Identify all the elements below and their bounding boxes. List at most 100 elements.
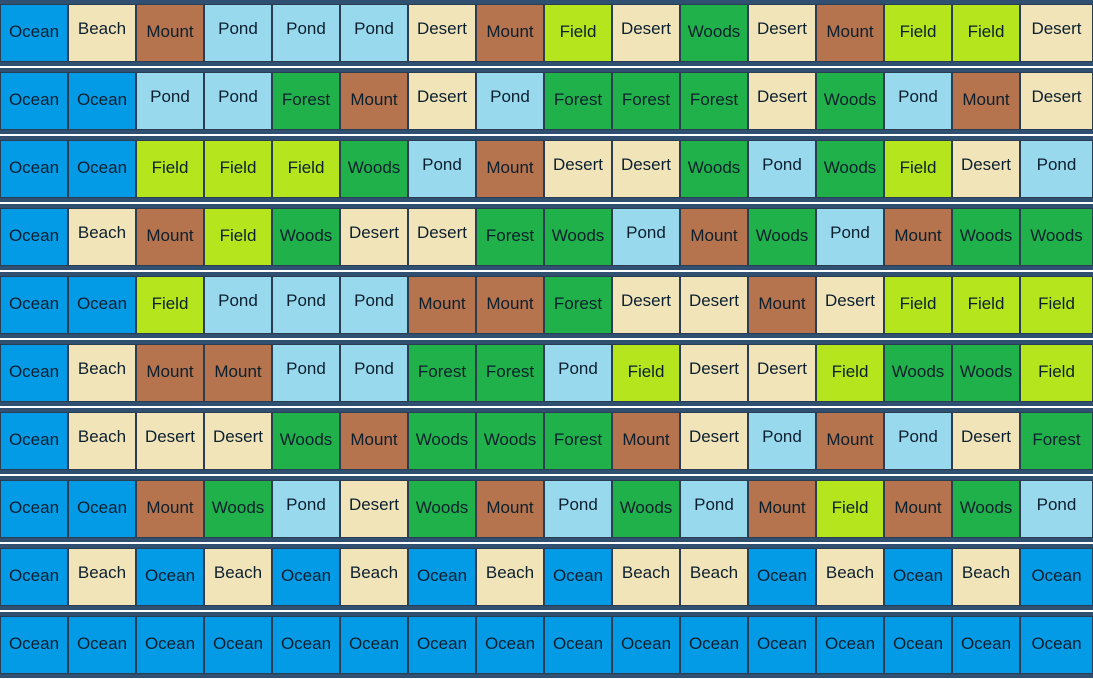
terrain-tile-pond[interactable]: Pond bbox=[136, 72, 204, 130]
terrain-tile-woods[interactable]: Woods bbox=[952, 480, 1020, 538]
terrain-tile-desert[interactable]: Desert bbox=[1020, 72, 1093, 130]
terrain-tile-forest[interactable]: Forest bbox=[476, 208, 544, 266]
terrain-tile-pond[interactable]: Pond bbox=[340, 344, 408, 402]
terrain-tile-ocean[interactable]: Ocean bbox=[68, 616, 136, 674]
terrain-tile-field[interactable]: Field bbox=[884, 4, 952, 62]
terrain-tile-ocean[interactable]: Ocean bbox=[136, 548, 204, 606]
terrain-tile-woods[interactable]: Woods bbox=[544, 208, 612, 266]
terrain-tile-forest[interactable]: Forest bbox=[544, 276, 612, 334]
terrain-tile-ocean[interactable]: Ocean bbox=[612, 616, 680, 674]
terrain-tile-beach[interactable]: Beach bbox=[816, 548, 884, 606]
terrain-tile-desert[interactable]: Desert bbox=[952, 140, 1020, 198]
terrain-tile-ocean[interactable]: Ocean bbox=[1020, 616, 1093, 674]
terrain-tile-ocean[interactable]: Ocean bbox=[204, 616, 272, 674]
terrain-tile-field[interactable]: Field bbox=[884, 140, 952, 198]
terrain-tile-pond[interactable]: Pond bbox=[476, 72, 544, 130]
terrain-tile-ocean[interactable]: Ocean bbox=[408, 616, 476, 674]
terrain-tile-ocean[interactable]: Ocean bbox=[0, 480, 68, 538]
terrain-tile-pond[interactable]: Pond bbox=[884, 412, 952, 470]
terrain-tile-desert[interactable]: Desert bbox=[748, 344, 816, 402]
terrain-tile-woods[interactable]: Woods bbox=[272, 412, 340, 470]
terrain-tile-desert[interactable]: Desert bbox=[408, 4, 476, 62]
terrain-tile-field[interactable]: Field bbox=[204, 208, 272, 266]
terrain-tile-pond[interactable]: Pond bbox=[272, 480, 340, 538]
terrain-tile-mount[interactable]: Mount bbox=[136, 208, 204, 266]
terrain-tile-ocean[interactable]: Ocean bbox=[0, 208, 68, 266]
terrain-tile-field[interactable]: Field bbox=[1020, 344, 1093, 402]
terrain-tile-woods[interactable]: Woods bbox=[408, 480, 476, 538]
terrain-tile-forest[interactable]: Forest bbox=[544, 72, 612, 130]
terrain-tile-desert[interactable]: Desert bbox=[340, 480, 408, 538]
terrain-tile-ocean[interactable]: Ocean bbox=[0, 276, 68, 334]
terrain-tile-forest[interactable]: Forest bbox=[680, 72, 748, 130]
terrain-tile-ocean[interactable]: Ocean bbox=[68, 276, 136, 334]
terrain-tile-pond[interactable]: Pond bbox=[748, 140, 816, 198]
terrain-tile-woods[interactable]: Woods bbox=[612, 480, 680, 538]
terrain-tile-desert[interactable]: Desert bbox=[136, 412, 204, 470]
terrain-tile-woods[interactable]: Woods bbox=[952, 344, 1020, 402]
terrain-tile-woods[interactable]: Woods bbox=[204, 480, 272, 538]
terrain-tile-pond[interactable]: Pond bbox=[272, 4, 340, 62]
terrain-tile-desert[interactable]: Desert bbox=[612, 140, 680, 198]
terrain-tile-field[interactable]: Field bbox=[884, 276, 952, 334]
terrain-tile-forest[interactable]: Forest bbox=[272, 72, 340, 130]
terrain-tile-mount[interactable]: Mount bbox=[612, 412, 680, 470]
terrain-tile-desert[interactable]: Desert bbox=[816, 276, 884, 334]
terrain-tile-pond[interactable]: Pond bbox=[612, 208, 680, 266]
terrain-tile-mount[interactable]: Mount bbox=[204, 344, 272, 402]
terrain-tile-desert[interactable]: Desert bbox=[748, 72, 816, 130]
terrain-tile-pond[interactable]: Pond bbox=[544, 344, 612, 402]
terrain-tile-field[interactable]: Field bbox=[204, 140, 272, 198]
terrain-tile-beach[interactable]: Beach bbox=[68, 344, 136, 402]
terrain-tile-field[interactable]: Field bbox=[272, 140, 340, 198]
terrain-tile-pond[interactable]: Pond bbox=[204, 4, 272, 62]
terrain-tile-field[interactable]: Field bbox=[816, 344, 884, 402]
terrain-tile-mount[interactable]: Mount bbox=[136, 344, 204, 402]
terrain-tile-woods[interactable]: Woods bbox=[816, 140, 884, 198]
terrain-tile-pond[interactable]: Pond bbox=[340, 4, 408, 62]
terrain-tile-desert[interactable]: Desert bbox=[408, 208, 476, 266]
terrain-tile-pond[interactable]: Pond bbox=[1020, 140, 1093, 198]
terrain-tile-pond[interactable]: Pond bbox=[272, 276, 340, 334]
terrain-tile-ocean[interactable]: Ocean bbox=[816, 616, 884, 674]
terrain-tile-desert[interactable]: Desert bbox=[340, 208, 408, 266]
terrain-tile-woods[interactable]: Woods bbox=[680, 4, 748, 62]
terrain-tile-mount[interactable]: Mount bbox=[748, 480, 816, 538]
terrain-tile-forest[interactable]: Forest bbox=[612, 72, 680, 130]
terrain-tile-ocean[interactable]: Ocean bbox=[0, 140, 68, 198]
terrain-tile-mount[interactable]: Mount bbox=[340, 72, 408, 130]
terrain-tile-woods[interactable]: Woods bbox=[340, 140, 408, 198]
terrain-tile-mount[interactable]: Mount bbox=[408, 276, 476, 334]
terrain-tile-ocean[interactable]: Ocean bbox=[0, 548, 68, 606]
terrain-tile-mount[interactable]: Mount bbox=[476, 4, 544, 62]
terrain-tile-ocean[interactable]: Ocean bbox=[884, 548, 952, 606]
terrain-tile-desert[interactable]: Desert bbox=[680, 276, 748, 334]
terrain-tile-beach[interactable]: Beach bbox=[476, 548, 544, 606]
terrain-tile-desert[interactable]: Desert bbox=[1020, 4, 1093, 62]
terrain-tile-ocean[interactable]: Ocean bbox=[680, 616, 748, 674]
terrain-tile-woods[interactable]: Woods bbox=[748, 208, 816, 266]
terrain-tile-pond[interactable]: Pond bbox=[748, 412, 816, 470]
terrain-tile-desert[interactable]: Desert bbox=[680, 412, 748, 470]
terrain-tile-field[interactable]: Field bbox=[952, 276, 1020, 334]
terrain-tile-beach[interactable]: Beach bbox=[68, 208, 136, 266]
terrain-tile-field[interactable]: Field bbox=[544, 4, 612, 62]
terrain-tile-desert[interactable]: Desert bbox=[544, 140, 612, 198]
terrain-tile-pond[interactable]: Pond bbox=[884, 72, 952, 130]
terrain-tile-ocean[interactable]: Ocean bbox=[408, 548, 476, 606]
terrain-tile-woods[interactable]: Woods bbox=[272, 208, 340, 266]
terrain-tile-ocean[interactable]: Ocean bbox=[0, 412, 68, 470]
terrain-tile-pond[interactable]: Pond bbox=[544, 480, 612, 538]
terrain-tile-pond[interactable]: Pond bbox=[680, 480, 748, 538]
terrain-tile-mount[interactable]: Mount bbox=[680, 208, 748, 266]
terrain-tile-mount[interactable]: Mount bbox=[884, 480, 952, 538]
terrain-tile-ocean[interactable]: Ocean bbox=[884, 616, 952, 674]
terrain-tile-woods[interactable]: Woods bbox=[680, 140, 748, 198]
terrain-tile-mount[interactable]: Mount bbox=[816, 412, 884, 470]
terrain-tile-field[interactable]: Field bbox=[816, 480, 884, 538]
terrain-tile-ocean[interactable]: Ocean bbox=[0, 344, 68, 402]
terrain-tile-beach[interactable]: Beach bbox=[68, 548, 136, 606]
terrain-tile-pond[interactable]: Pond bbox=[272, 344, 340, 402]
terrain-tile-pond[interactable]: Pond bbox=[816, 208, 884, 266]
terrain-tile-desert[interactable]: Desert bbox=[748, 4, 816, 62]
